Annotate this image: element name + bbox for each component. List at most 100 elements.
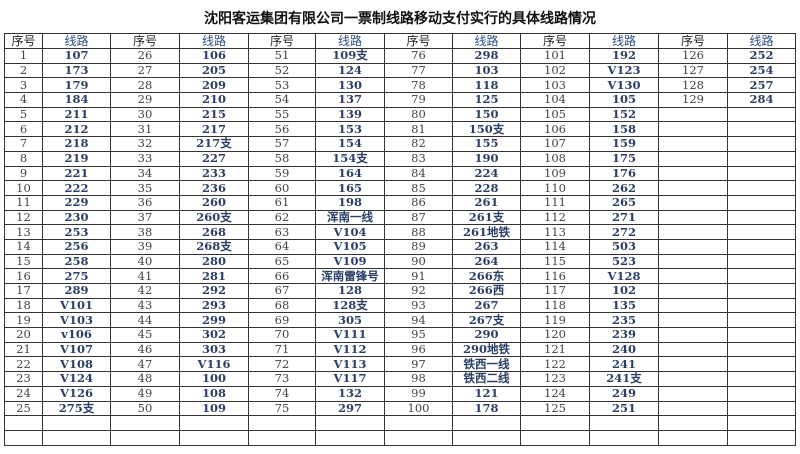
seq-cell: 15 [4,253,43,270]
route-cell: 261 [452,194,521,211]
seq-cell: 29 [110,92,180,108]
route-cell: 297 [315,400,385,417]
seq-cell: 64 [248,238,316,255]
route-cell: 251 [589,400,659,417]
route-cell: 222 [42,180,111,196]
seq-cell [658,209,728,226]
seq-cell [658,429,728,446]
route-cell: 275 [42,268,111,284]
route-cell: 139 [315,106,385,123]
route-cell: 305 [315,312,385,329]
seq-cell: 71 [248,341,316,358]
seq-cell [384,429,453,446]
route-cell [42,429,111,446]
seq-cell: 20 [4,327,43,343]
seq-cell: 63 [248,224,316,240]
seq-cell: 25 [4,400,43,417]
seq-cell: 38 [110,224,180,240]
seq-cell: 100 [384,400,453,417]
route-cell: 184 [42,92,111,108]
route-cell: 227 [179,150,249,167]
route-cell: 155 [452,136,521,152]
route-cell: 258 [42,253,111,270]
seq-cell: 129 [658,92,728,108]
route-cell: 261支 [452,209,521,226]
seq-cell [110,429,180,446]
seq-cell: 88 [384,224,453,240]
seq-cell: 23 [4,371,43,387]
route-cell: 239 [589,327,659,343]
seq-cell: 76 [384,48,453,64]
seq-cell [658,415,728,431]
header-seq: 序号 [658,33,728,49]
route-cell: 102 [589,283,659,299]
route-cell [727,150,796,167]
route-cell: V107 [42,341,111,358]
seq-cell: 93 [384,297,453,314]
route-cell: 289 [42,283,111,299]
seq-cell: 3 [4,77,43,94]
seq-cell [658,224,728,240]
route-cell: V111 [315,327,385,343]
seq-cell: 113 [520,224,590,240]
seq-cell: 121 [520,341,590,358]
route-cell: 268支 [179,238,249,255]
route-cell: 158 [589,121,659,138]
route-cell [727,194,796,211]
route-cell: 215 [179,106,249,123]
seq-cell: 14 [4,238,43,255]
seq-cell: 48 [110,371,180,387]
seq-cell: 9 [4,165,43,182]
route-cell: V113 [315,356,385,373]
route-cell: 252 [727,48,796,64]
route-cell: 212 [42,121,111,138]
route-cell [727,385,796,402]
seq-cell: 67 [248,283,316,299]
table-row: 11 229 36 260 61 198 86 261 111 265 [4,194,796,211]
seq-cell [658,268,728,284]
route-cell [42,415,111,431]
route-cell: 137 [315,92,385,108]
seq-cell [110,415,180,431]
route-cell: 178 [452,400,521,417]
seq-cell: 60 [248,180,316,196]
seq-cell [658,150,728,167]
seq-cell [658,180,728,196]
route-cell: 275支 [42,400,111,417]
seq-cell: 19 [4,312,43,329]
route-cell: 302 [179,327,249,343]
seq-cell [658,385,728,402]
route-cell: 503 [589,238,659,255]
route-table: 序号 线路 序号 线路 序号 线路 序号 线路 序号 线路 序号 线路 1 107 26 106 51 109支 7… [4,33,796,446]
seq-cell: 62 [248,209,316,226]
seq-cell [384,415,453,431]
route-cell [727,312,796,329]
seq-cell: 5 [4,106,43,123]
route-cell [452,415,521,431]
seq-cell: 125 [520,400,590,417]
route-cell: 190 [452,150,521,167]
route-cell: 266西 [452,283,521,299]
seq-cell [658,400,728,417]
document-title: 沈阳客运集团有限公司一票制线路移动支付实行的具体线路情况 [204,11,596,27]
seq-cell [658,194,728,211]
route-cell: 132 [315,385,385,402]
seq-cell [658,297,728,314]
seq-cell [658,283,728,299]
seq-cell [658,327,728,343]
seq-cell [4,415,43,431]
route-cell: 108 [179,385,249,402]
seq-cell: 82 [384,136,453,152]
route-cell: V101 [42,297,111,314]
seq-cell: 54 [248,92,316,108]
table-row: 10 222 35 236 60 165 85 228 110 262 [4,180,796,196]
seq-cell: 118 [520,297,590,314]
seq-cell: 7 [4,136,43,152]
seq-cell: 81 [384,121,453,138]
route-cell [727,327,796,343]
seq-cell: 112 [520,209,590,226]
route-cell: 292 [179,283,249,299]
table-row: 5 211 30 215 55 139 80 150 105 152 [4,106,796,123]
table-row: 6 212 31 217 56 153 81 150支 106 158 [4,121,796,138]
route-cell [727,136,796,152]
